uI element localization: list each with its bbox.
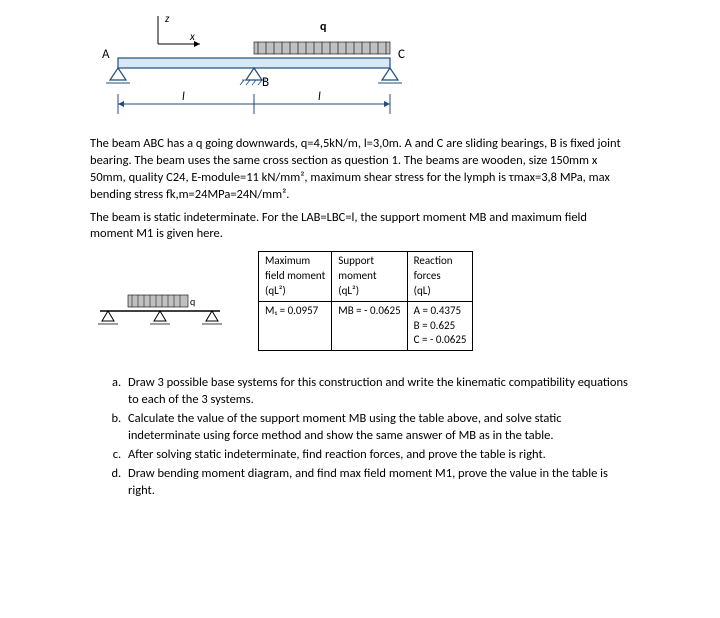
task-a: Draw 3 possible base systems for this co… (124, 375, 630, 409)
label-B: B (262, 75, 269, 90)
beam-diagram: z x q A B (90, 8, 410, 118)
label-A: A (102, 47, 110, 62)
paragraph-2: The beam is static indeterminate. For th… (90, 210, 630, 244)
label-x: x (189, 30, 195, 43)
mini-beam-svg: q (90, 281, 240, 341)
mini-beam-diagram: q (90, 281, 240, 341)
task-b: Calculate the value of the support momen… (124, 411, 630, 445)
mini-label-q: q (190, 295, 195, 308)
task-c: After solving static indeterminate, find… (124, 447, 630, 464)
cell-reactions: A = 0.4375 B = 0.625 C = - 0.0625 (407, 301, 473, 351)
task-d: Draw bending moment diagram, and find ma… (124, 466, 630, 500)
label-q: q (320, 20, 326, 34)
beam-diagram-svg: z x q A B (90, 8, 410, 118)
label-z: z (165, 12, 170, 25)
label-C: C (398, 47, 405, 62)
label-l2: l (318, 90, 321, 104)
cell-mb: MB = - 0.0625 (332, 301, 407, 351)
table-row: M₁ = 0.0957 MB = - 0.0625 A = 0.4375 B =… (259, 301, 473, 351)
cell-m1: M₁ = 0.0957 (259, 301, 332, 351)
th-reaction: Reaction forces (qL) (407, 252, 473, 302)
moments-table: Maximum field moment (qL²) Support momen… (258, 251, 473, 351)
table-header-row: Maximum field moment (qL²) Support momen… (259, 252, 473, 302)
th-support: Support moment (qL²) (332, 252, 407, 302)
th-max-field: Maximum field moment (qL²) (259, 252, 332, 302)
paragraph-1: The beam ABC has a q going downwards, q=… (90, 136, 630, 204)
task-list: Draw 3 possible base systems for this co… (90, 375, 630, 499)
label-l1: l (182, 90, 185, 104)
